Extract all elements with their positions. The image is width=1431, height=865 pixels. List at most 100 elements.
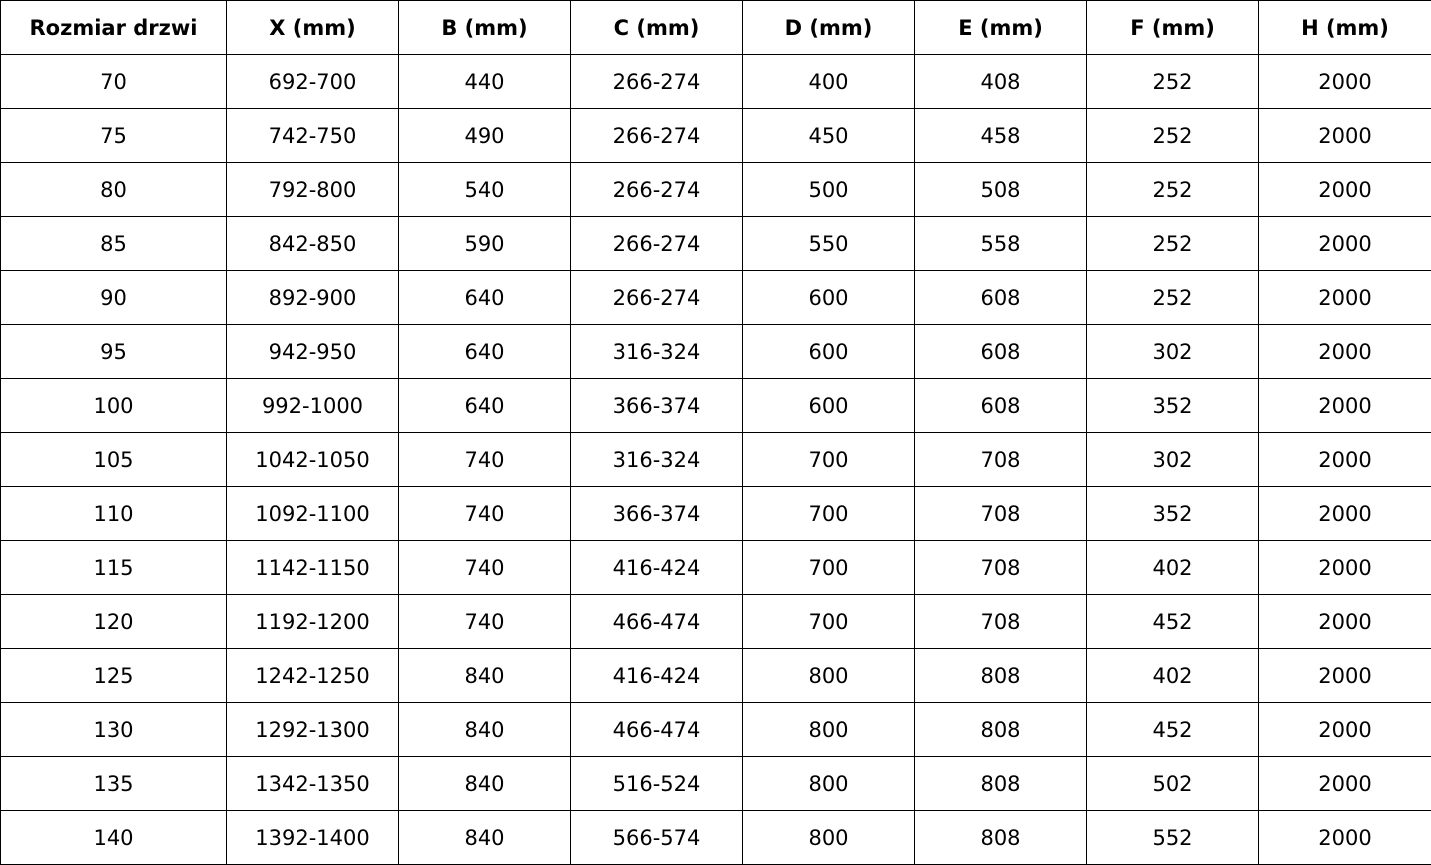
- table-cell: 402: [1086, 540, 1259, 595]
- table-cell: 708: [914, 540, 1087, 595]
- table-cell: 600: [742, 270, 915, 325]
- table-cell: 100: [0, 378, 227, 433]
- table-cell: 366-374: [570, 378, 743, 433]
- table-row: 70 692-700 440 266-274 400 408 252 2000: [0, 54, 1431, 109]
- table-cell: 792-800: [226, 162, 399, 217]
- table-cell: 252: [1086, 162, 1259, 217]
- table-cell: 708: [914, 486, 1087, 541]
- column-header: C (mm): [570, 0, 743, 55]
- table-cell: 600: [742, 378, 915, 433]
- table-cell: 1142-1150: [226, 540, 399, 595]
- table-cell: 2000: [1258, 702, 1431, 757]
- table-cell: 1242-1250: [226, 648, 399, 703]
- table-cell: 80: [0, 162, 227, 217]
- table-cell: 516-524: [570, 756, 743, 811]
- table-cell: 700: [742, 540, 915, 595]
- table-cell: 95: [0, 324, 227, 379]
- table-cell: 700: [742, 594, 915, 649]
- table-cell: 600: [742, 324, 915, 379]
- table-cell: 840: [398, 702, 571, 757]
- table-cell: 1392-1400: [226, 810, 399, 865]
- table-cell: 708: [914, 432, 1087, 487]
- table-cell: 992-1000: [226, 378, 399, 433]
- table-cell: 740: [398, 486, 571, 541]
- table-cell: 115: [0, 540, 227, 595]
- table-cell: 708: [914, 594, 1087, 649]
- table-cell: 2000: [1258, 540, 1431, 595]
- table-cell: 2000: [1258, 648, 1431, 703]
- table-cell: 2000: [1258, 270, 1431, 325]
- table-row: 130 1292-1300 840 466-474 800 808 452 2000: [0, 702, 1431, 757]
- table-cell: 266-274: [570, 108, 743, 163]
- table-cell: 316-324: [570, 324, 743, 379]
- table-cell: 252: [1086, 270, 1259, 325]
- table-cell: 892-900: [226, 270, 399, 325]
- column-header: Rozmiar drzwi: [0, 0, 227, 55]
- table-cell: 840: [398, 810, 571, 865]
- table-cell: 1292-1300: [226, 702, 399, 757]
- table-cell: 302: [1086, 324, 1259, 379]
- table-cell: 800: [742, 702, 915, 757]
- table-cell: 316-324: [570, 432, 743, 487]
- table-cell: 800: [742, 756, 915, 811]
- column-header: X (mm): [226, 0, 399, 55]
- table-cell: 2000: [1258, 216, 1431, 271]
- table-cell: 90: [0, 270, 227, 325]
- table-cell: 416-424: [570, 648, 743, 703]
- table-cell: 808: [914, 702, 1087, 757]
- table-cell: 266-274: [570, 216, 743, 271]
- table-row: 125 1242-1250 840 416-424 800 808 402 2000: [0, 648, 1431, 703]
- table-cell: 608: [914, 270, 1087, 325]
- table-cell: 2000: [1258, 432, 1431, 487]
- column-header: F (mm): [1086, 0, 1259, 55]
- table-cell: 808: [914, 648, 1087, 703]
- table-cell: 252: [1086, 54, 1259, 109]
- table-cell: 352: [1086, 486, 1259, 541]
- table-row: 80 792-800 540 266-274 500 508 252 2000: [0, 162, 1431, 217]
- table-cell: 640: [398, 270, 571, 325]
- table-row: 75 742-750 490 266-274 450 458 252 2000: [0, 108, 1431, 163]
- table-cell: 740: [398, 432, 571, 487]
- table-cell: 252: [1086, 108, 1259, 163]
- table-cell: 742-750: [226, 108, 399, 163]
- table-cell: 740: [398, 540, 571, 595]
- table-cell: 2000: [1258, 324, 1431, 379]
- table-row: 120 1192-1200 740 466-474 700 708 452 2000: [0, 594, 1431, 649]
- table-cell: 352: [1086, 378, 1259, 433]
- table-cell: 2000: [1258, 756, 1431, 811]
- table-cell: 942-950: [226, 324, 399, 379]
- table-cell: 700: [742, 486, 915, 541]
- table-cell: 550: [742, 216, 915, 271]
- table-body: 70 692-700 440 266-274 400 408 252 2000 75 742-75…: [0, 54, 1431, 865]
- table-cell: 75: [0, 108, 227, 163]
- table-row: 95 942-950 640 316-324 600 608 302 2000: [0, 324, 1431, 379]
- table-cell: 840: [398, 756, 571, 811]
- table-cell: 130: [0, 702, 227, 757]
- table-cell: 700: [742, 432, 915, 487]
- table-cell: 450: [742, 108, 915, 163]
- table-cell: 85: [0, 216, 227, 271]
- table-cell: 1342-1350: [226, 756, 399, 811]
- table-cell: 302: [1086, 432, 1259, 487]
- table-cell: 110: [0, 486, 227, 541]
- table-cell: 1092-1100: [226, 486, 399, 541]
- table-cell: 466-474: [570, 702, 743, 757]
- table-cell: 120: [0, 594, 227, 649]
- table-cell: 508: [914, 162, 1087, 217]
- table-row: 140 1392-1400 840 566-574 800 808 552 2000: [0, 810, 1431, 865]
- column-header: B (mm): [398, 0, 571, 55]
- table-row: 135 1342-1350 840 516-524 800 808 502 2000: [0, 756, 1431, 811]
- table-cell: 640: [398, 324, 571, 379]
- table-cell: 416-424: [570, 540, 743, 595]
- table-cell: 266-274: [570, 54, 743, 109]
- table-cell: 2000: [1258, 486, 1431, 541]
- table-cell: 558: [914, 216, 1087, 271]
- table-row: 100 992-1000 640 366-374 600 608 352 2000: [0, 378, 1431, 433]
- table-cell: 452: [1086, 702, 1259, 757]
- table-cell: 590: [398, 216, 571, 271]
- table-row: 115 1142-1150 740 416-424 700 708 402 2000: [0, 540, 1431, 595]
- table-cell: 808: [914, 756, 1087, 811]
- table-cell: 490: [398, 108, 571, 163]
- table-row: 105 1042-1050 740 316-324 700 708 302 2000: [0, 432, 1431, 487]
- table-cell: 2000: [1258, 54, 1431, 109]
